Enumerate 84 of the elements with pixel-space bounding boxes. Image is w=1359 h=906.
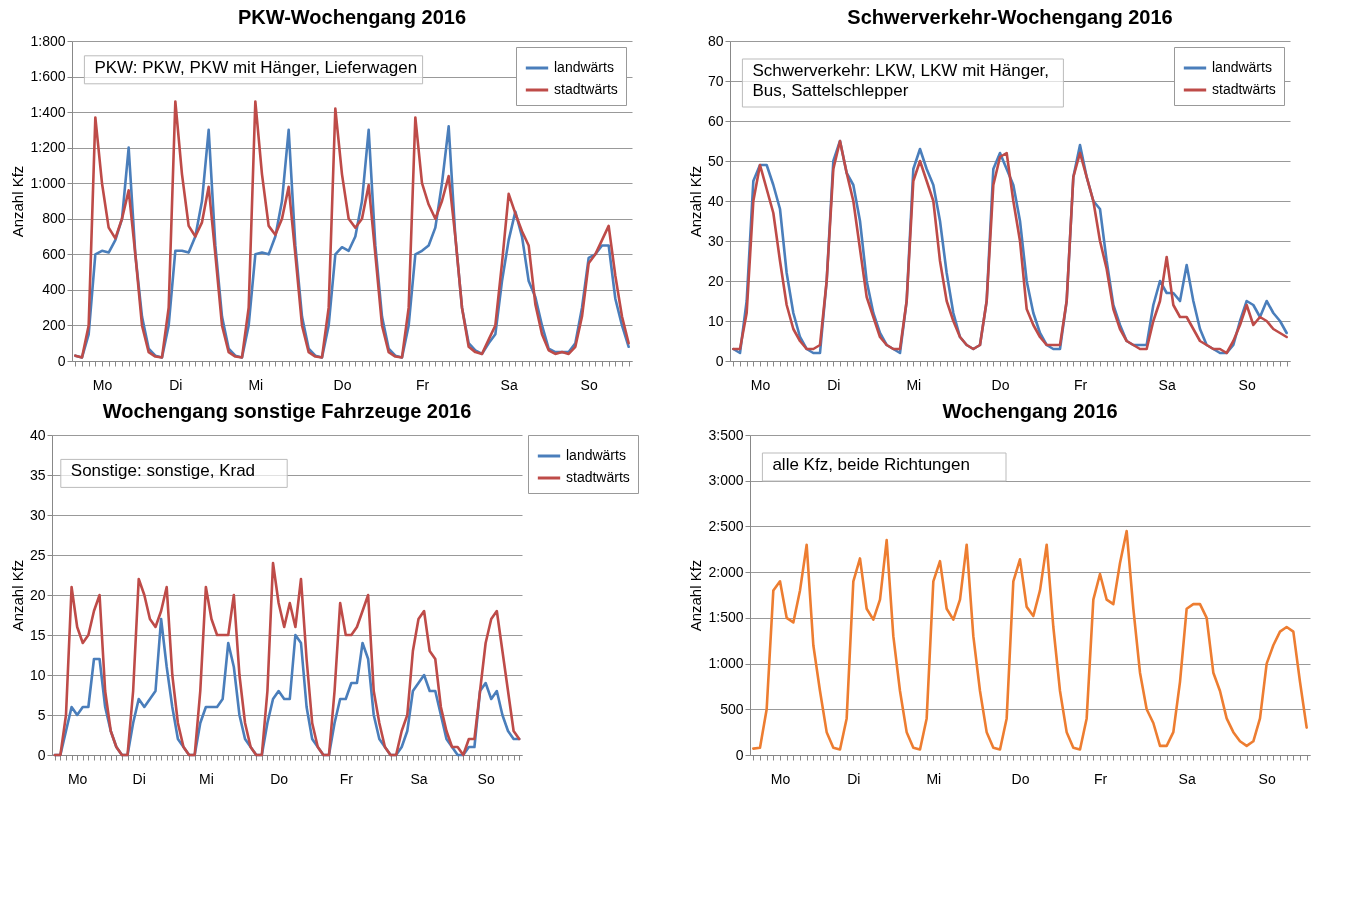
- annotation: alle Kfz, beide Richtungen: [772, 455, 970, 474]
- x-tick-label: Mi: [906, 376, 922, 393]
- x-tick-label: So: [580, 376, 598, 393]
- x-tick-label: Sa: [1158, 376, 1176, 393]
- x-tick-label: Sa: [1178, 770, 1196, 787]
- y-tick-label: 70: [707, 72, 724, 89]
- y-tick-label: 1:000: [30, 174, 66, 191]
- y-tick-label: 1:500: [708, 609, 744, 626]
- y-tick-label: 40: [707, 192, 724, 209]
- chart-title: Schwerverkehr-Wochengang 2016: [847, 6, 1173, 28]
- legend-label: stadtwärts: [554, 81, 618, 97]
- x-tick-label: Do: [270, 770, 289, 787]
- y-axis-title: Anzahl Kfz: [686, 165, 704, 238]
- x-tick-label: Di: [169, 376, 183, 393]
- x-tick-label: Sa: [500, 376, 518, 393]
- x-tick-label: Mo: [750, 376, 771, 393]
- y-tick-label: 50: [707, 152, 724, 169]
- chart-title: Wochengang 2016: [942, 400, 1118, 422]
- y-tick-label: 3:000: [708, 472, 744, 489]
- x-tick-label: Mo: [67, 770, 88, 787]
- x-tick-label: Fr: [1073, 376, 1088, 393]
- x-tick-label: Sa: [410, 770, 428, 787]
- y-tick-label: 15: [29, 626, 46, 643]
- y-tick-label: 20: [707, 272, 724, 289]
- x-tick-label: So: [1258, 770, 1276, 787]
- x-tick-label: Fr: [339, 770, 354, 787]
- legend-label: stadtwärts: [566, 469, 630, 485]
- x-tick-label: Do: [991, 376, 1010, 393]
- y-tick-label: 80: [707, 32, 724, 49]
- x-tick-label: So: [1238, 376, 1256, 393]
- x-tick-label: Mi: [248, 376, 264, 393]
- y-tick-label: 30: [707, 232, 724, 249]
- y-tick-label: 1:000: [708, 655, 744, 672]
- y-tick-label: 40: [29, 426, 46, 443]
- y-tick-label: 800: [42, 210, 66, 227]
- x-tick-label: Di: [132, 770, 146, 787]
- y-axis-title: Anzahl Kfz: [8, 559, 26, 632]
- y-tick-label: 5: [37, 706, 46, 723]
- legend-label: landwärts: [1212, 59, 1272, 75]
- x-tick-label: Mi: [198, 770, 214, 787]
- legend-label: landwärts: [554, 59, 614, 75]
- x-tick-label: Mi: [926, 770, 942, 787]
- y-tick-label: 3:500: [708, 426, 744, 443]
- y-tick-label: 2:000: [708, 563, 744, 580]
- annotation: Schwerverkehr: LKW, LKW mit Hänger, Bus, Sattelschlepper: [752, 61, 1050, 100]
- y-tick-label: 1:800: [30, 32, 66, 49]
- legend-label: landwärts: [566, 447, 626, 463]
- y-tick-label: 600: [42, 245, 66, 262]
- line-series: [732, 139, 1288, 355]
- annotation: PKW: PKW, PKW mit Hänger, Lieferwagen: [94, 57, 418, 77]
- y-tick-label: 1:200: [30, 139, 66, 156]
- x-tick-label: Fr: [1093, 770, 1108, 787]
- y-tick-label: 400: [42, 281, 66, 298]
- y-axis-title: Anzahl Kfz: [687, 559, 705, 632]
- y-tick-label: 35: [29, 466, 46, 483]
- y-tick-label: 60: [707, 112, 724, 129]
- y-tick-label: 25: [29, 546, 46, 563]
- y-tick-label: 30: [29, 506, 46, 523]
- chart-title: Wochengang sonstige Fahrzeuge 2016: [102, 400, 472, 422]
- y-tick-label: 1:600: [30, 68, 66, 85]
- x-tick-label: Do: [333, 376, 352, 393]
- y-tick-label: 10: [29, 666, 46, 683]
- y-tick-label: 10: [707, 312, 724, 329]
- x-tick-label: Di: [847, 770, 861, 787]
- y-tick-label: 0: [715, 352, 724, 369]
- y-tick-label: 1:400: [30, 103, 66, 120]
- y-axis-title: Anzahl Kfz: [9, 165, 27, 238]
- line-series: [752, 529, 1308, 751]
- y-tick-label: 0: [37, 746, 46, 763]
- y-tick-label: 2:500: [708, 517, 744, 534]
- chart-title: PKW-Wochengang 2016: [237, 6, 467, 28]
- y-tick-label: 0: [57, 352, 66, 369]
- x-tick-label: So: [477, 770, 495, 787]
- x-tick-label: Di: [827, 376, 841, 393]
- annotation: Sonstige: sonstige, Krad: [70, 461, 256, 481]
- y-tick-label: 200: [42, 316, 66, 333]
- y-tick-label: 500: [720, 700, 744, 717]
- legend-label: stadtwärts: [1212, 81, 1276, 97]
- y-tick-label: 20: [29, 586, 46, 603]
- y-tick-label: 0: [735, 746, 744, 763]
- x-tick-label: Mo: [770, 770, 791, 787]
- x-tick-label: Mo: [92, 376, 113, 393]
- x-tick-label: Do: [1011, 770, 1030, 787]
- x-tick-label: Fr: [415, 376, 430, 393]
